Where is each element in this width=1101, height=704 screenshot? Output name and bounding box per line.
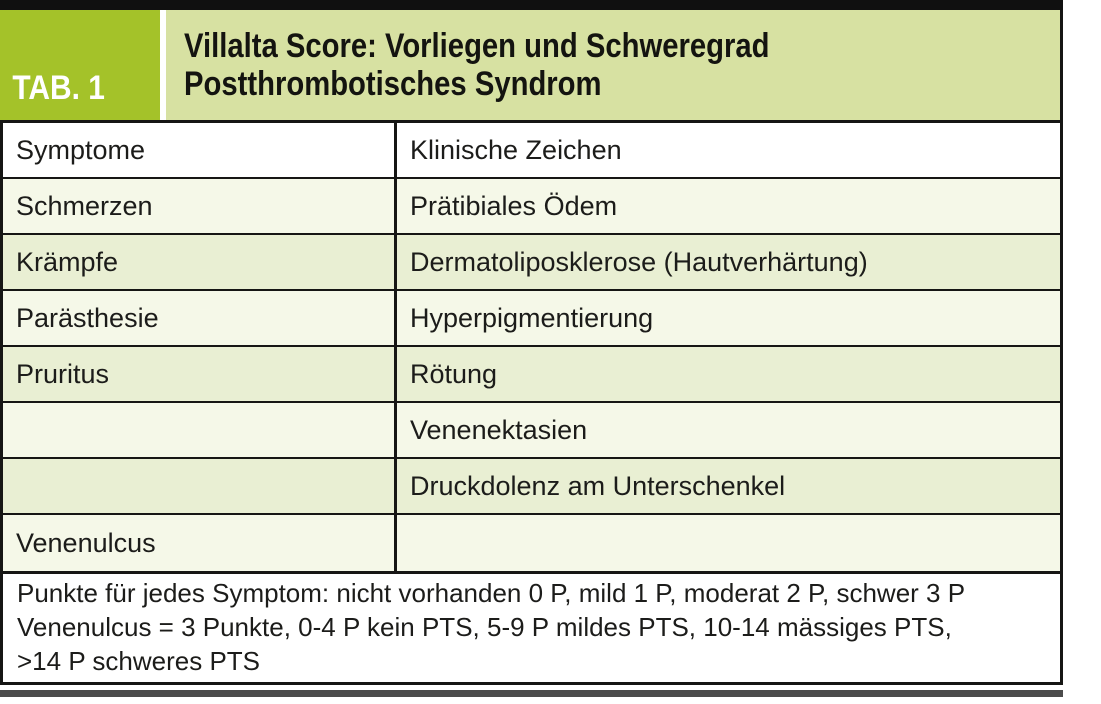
table-footnote: Punkte für jedes Symptom: nicht vorhande… (0, 571, 1063, 685)
table-figure: TAB. 1 Villalta Score: Vorliegen und Sch… (0, 0, 1063, 697)
table-header-band: TAB. 1 Villalta Score: Vorliegen und Sch… (0, 10, 1063, 120)
symptom-cell: Krämpfe (3, 235, 397, 289)
bottom-rule-bar (0, 690, 1063, 697)
header-gap (160, 10, 166, 120)
clinical-sign-cell: Hyperpigmentierung (410, 302, 654, 333)
clinical-sign-cell: Prätibiales Ödem (410, 190, 618, 221)
footnote-line-2: Venenulcus = 3 Punkte, 0-4 P kein PTS, 5… (17, 612, 952, 642)
clinical-sign-cell: Rötung (410, 358, 498, 389)
column-header-symptome: Symptome (3, 123, 397, 177)
table-row: Krämpfe Dermatoliposklerose (Hautverhärt… (3, 235, 1060, 291)
header-rule (0, 120, 1063, 123)
footnote-line-3: >14 P schweres PTS (17, 646, 261, 676)
table-row: Venenulcus (3, 515, 1060, 571)
table-row: Pruritus Rötung (3, 347, 1060, 403)
table-row: Druckdolenz am Unterschenkel (3, 459, 1060, 515)
symptom-cell: Parästhesie (3, 291, 397, 345)
top-rule-bar (0, 0, 1063, 10)
column-header-row: Symptome Klinische Zeichen (3, 123, 1060, 179)
table-row: Schmerzen Prätibiales Ödem (3, 179, 1060, 235)
footnote-line-1: Punkte für jedes Symptom: nicht vorhande… (17, 578, 966, 608)
table-body: Symptome Klinische Zeichen Schmerzen Prä… (0, 123, 1063, 571)
clinical-sign-cell: Dermatoliposklerose (Hautverhärtung) (410, 246, 868, 277)
clinical-sign-cell: Venenektasien (410, 414, 588, 445)
clinical-sign-cell (397, 515, 1060, 571)
table-title-line1: Villalta Score: Vorliegen und Schweregra… (184, 27, 770, 65)
symptom-cell: Pruritus (3, 347, 397, 401)
symptom-cell: Schmerzen (3, 179, 397, 233)
table-title: Villalta Score: Vorliegen und Schweregra… (166, 10, 1063, 120)
table-number-badge: TAB. 1 (0, 10, 160, 120)
symptom-cell: Venenulcus (3, 515, 397, 571)
column-header-klinische-zeichen: Klinische Zeichen (410, 134, 622, 165)
table-row: Venenektasien (3, 403, 1060, 459)
table-title-line2: Postthrombotisches Syndrom (184, 65, 602, 103)
symptom-cell (3, 459, 397, 513)
table-row: Parästhesie Hyperpigmentierung (3, 291, 1060, 347)
clinical-sign-cell: Druckdolenz am Unterschenkel (410, 470, 786, 501)
table-number-label: TAB. 1 (12, 69, 105, 107)
symptom-cell (3, 403, 397, 457)
